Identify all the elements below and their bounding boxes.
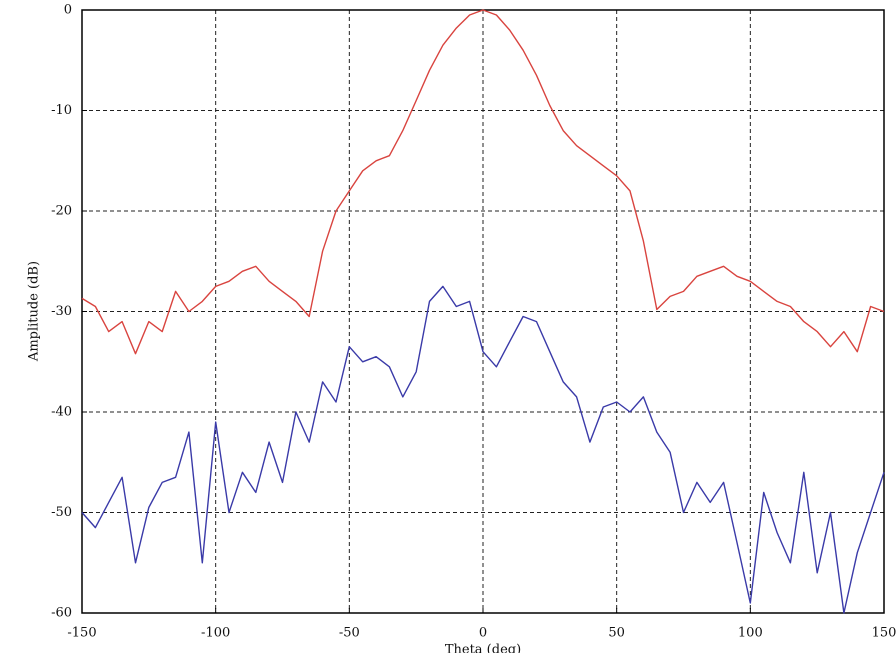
x-tick-label: -150: [67, 626, 96, 641]
x-tick-label: 100: [738, 626, 763, 641]
y-tick-label: -50: [51, 505, 72, 520]
y-tick-label: -20: [51, 204, 72, 219]
x-tick-label: 150: [872, 626, 896, 641]
y-tick-label: -10: [51, 103, 72, 118]
x-tick-label: 0: [479, 626, 487, 641]
y-tick-label: -30: [51, 304, 72, 319]
y-axis-label: Amplitude (dB): [27, 261, 42, 362]
y-tick-label: 0: [64, 3, 72, 18]
x-tick-label: -50: [339, 626, 360, 641]
data-line: [81, 285, 885, 614]
y-tick-label: -60: [51, 606, 72, 621]
x-axis-label: Theta (deg): [445, 643, 521, 653]
data-line: [81, 9, 885, 355]
y-tick-label: -40: [51, 405, 72, 420]
x-tick-label: 50: [608, 626, 625, 641]
x-tick-label: -100: [201, 626, 230, 641]
